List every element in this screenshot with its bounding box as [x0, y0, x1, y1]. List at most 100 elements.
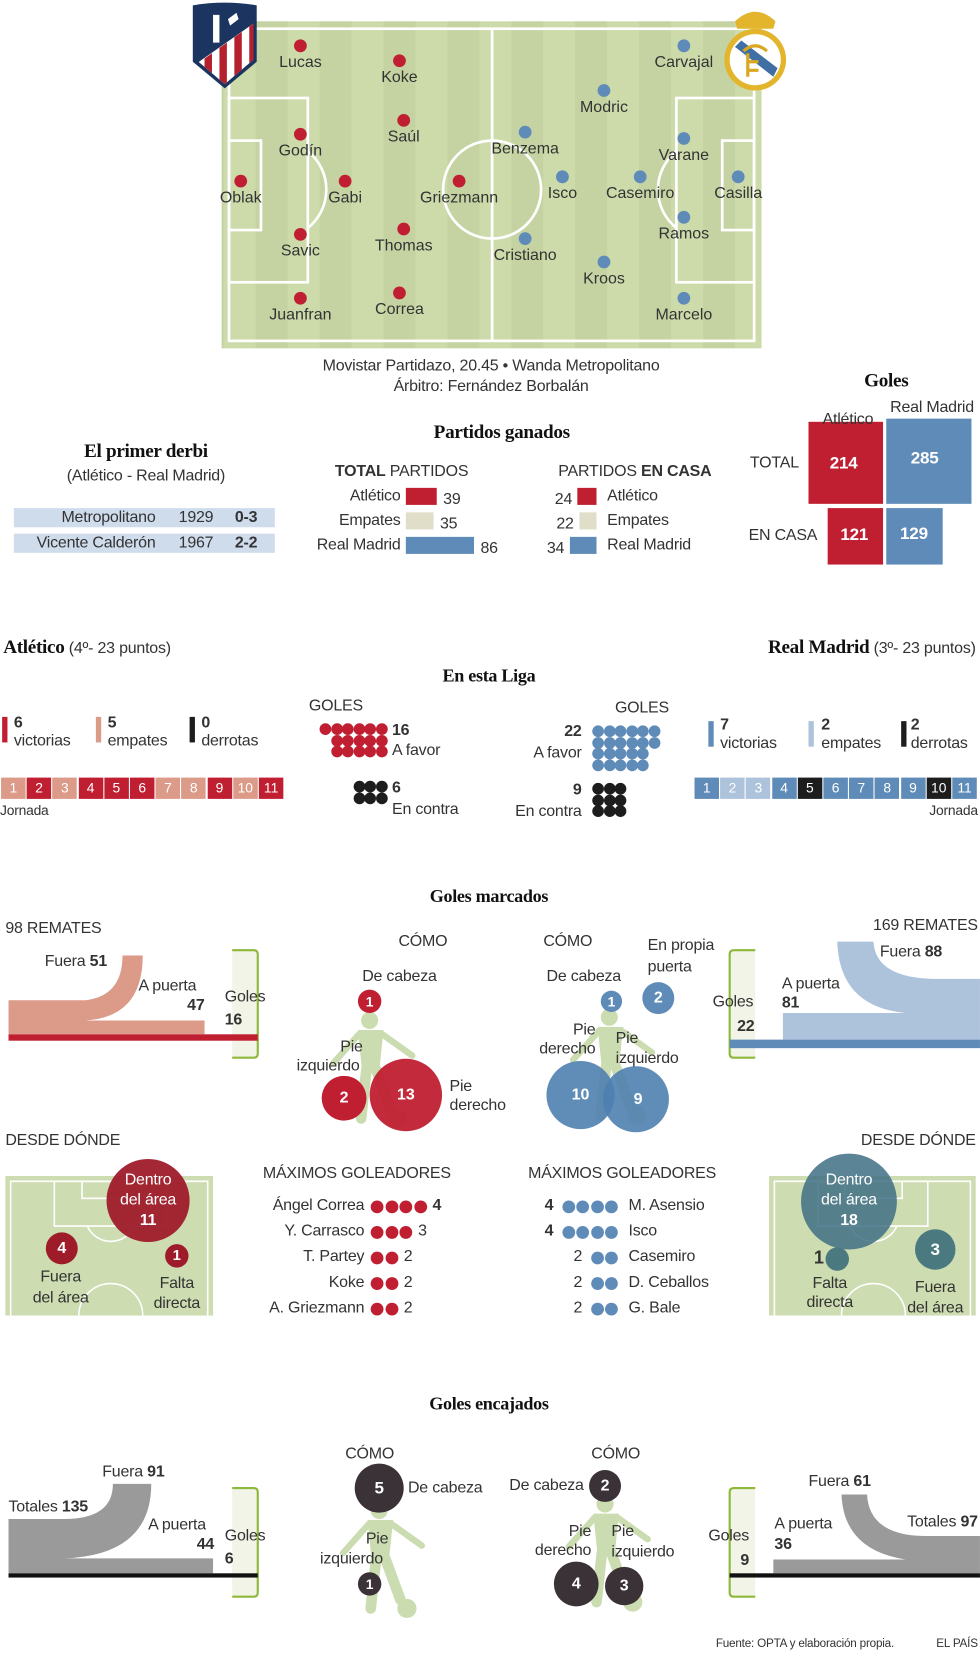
real-madrid-crest-logo — [724, 11, 787, 91]
der-value: 4 — [572, 1575, 581, 1592]
wins-marker — [708, 721, 714, 747]
total-row-label: TOTAL — [749, 453, 799, 472]
goal-dot — [330, 723, 343, 735]
goal-dot — [614, 794, 627, 806]
jornada-box: 1 — [1, 777, 26, 799]
goal-dot — [399, 1200, 413, 1214]
value: 135 — [61, 1497, 88, 1516]
atletico-encajados-flow — [8, 1483, 259, 1598]
goal-dot — [614, 736, 627, 749]
goal-dot — [648, 725, 660, 738]
goal-dot — [375, 780, 388, 793]
losses-value: 0 — [201, 713, 211, 732]
jornada-box: 6 — [129, 777, 155, 799]
totales-label: Totales 135 — [9, 1497, 89, 1517]
goal-dot — [353, 734, 365, 747]
goal-dot — [353, 723, 365, 735]
scorer-goals: 2 — [403, 1247, 413, 1266]
goal-dot — [576, 1226, 590, 1239]
goleadores-label: MÁXIMOS GOLEADORES — [262, 1164, 451, 1183]
der-value: 13 — [397, 1087, 415, 1104]
losses-marker — [901, 721, 907, 747]
row-label: Real Madrid — [316, 535, 401, 554]
player-marker — [293, 291, 307, 305]
izq-label: Pie — [615, 1028, 639, 1048]
player-marker — [452, 174, 466, 188]
goal-dot — [614, 747, 627, 760]
source-note: Fuente: OPTA y elaboración propia. — [715, 1637, 894, 1650]
rm-encajados-flow — [728, 1487, 980, 1598]
player-marker — [518, 125, 532, 139]
player-name: Gabi — [328, 188, 363, 207]
goles-label: GOLES — [614, 698, 669, 717]
casa-label: Atlético — [607, 486, 658, 505]
value: 91 — [147, 1462, 165, 1481]
total-bar — [405, 536, 475, 554]
goal-dot — [364, 723, 377, 735]
izq-label: Pie — [365, 1529, 389, 1548]
der-label: derecho — [539, 1039, 596, 1058]
rm-desde-pitch: 3 — [769, 1153, 976, 1316]
jornada-box: 6 — [823, 777, 848, 799]
scorer-name: Koke — [328, 1272, 365, 1292]
derbi-row — [13, 508, 275, 528]
player-marker — [677, 39, 691, 53]
wins-label: victorias — [13, 731, 71, 750]
header-rest: PARTIDOS — [385, 462, 469, 481]
casa-row-label: EN CASA — [748, 526, 818, 545]
jornada-box: 9 — [207, 777, 232, 799]
draws-label: empates — [821, 733, 882, 753]
der-label: derecho — [449, 1096, 506, 1115]
jornada-box: 7 — [155, 777, 181, 799]
goal-dot — [590, 1251, 604, 1265]
goal-dot — [353, 745, 365, 758]
falta-value: 1 — [173, 1248, 181, 1264]
goal-dot — [385, 1302, 398, 1316]
casa-bar — [579, 512, 597, 530]
rm-total-value: 285 — [910, 449, 939, 468]
goal-dot — [603, 736, 616, 749]
dentro-label: del área — [120, 1190, 177, 1210]
primer-derbi-title: El primer derbi — [84, 439, 208, 462]
draws-value: 5 — [107, 713, 117, 732]
dentro-value: 11 — [139, 1211, 157, 1230]
goal-dot — [370, 1226, 384, 1239]
player-marker — [293, 127, 307, 141]
team-standing: (4º- 23 puntos) — [68, 639, 171, 658]
goal-dot — [592, 725, 604, 738]
jornada-box: 10 — [233, 777, 258, 799]
derbi-stadium: Vicente Calderón — [36, 533, 156, 552]
propia-value: 2 — [654, 990, 663, 1007]
goal-dot — [636, 747, 649, 760]
goal-dot — [605, 1200, 618, 1214]
remates-total: 169 REMATES — [873, 916, 978, 935]
goles-label: GOLES — [308, 696, 363, 715]
row-label: Atlético — [349, 486, 401, 505]
cabeza-value: 1 — [608, 993, 616, 1009]
losses-marker — [189, 716, 195, 743]
rm-remates-flow — [728, 941, 980, 1059]
atletico-casa-value: 121 — [840, 526, 869, 545]
jornada-box: 3 — [52, 777, 78, 799]
goal-dot — [603, 805, 616, 818]
goal-dot — [605, 1277, 618, 1290]
cabeza-value: 5 — [374, 1479, 383, 1498]
falta-label: Falta — [812, 1273, 848, 1293]
draws-value: 2 — [821, 715, 830, 734]
scorer-goals: 4 — [544, 1221, 554, 1240]
fuera-area-label: Fuera — [40, 1267, 82, 1286]
apuerta-value: 81 — [781, 993, 800, 1012]
goles-atletico-casa-block — [827, 508, 884, 565]
player-name: Koke — [381, 68, 418, 87]
contra-value: 6 — [391, 778, 401, 797]
total-partidos-header: TOTAL PARTIDOS — [335, 462, 469, 481]
total-value: 35 — [439, 514, 458, 533]
izq-label: Pie — [340, 1037, 363, 1056]
player-name: Modric — [579, 97, 628, 117]
player-name: Godín — [278, 141, 323, 160]
fuera-label: Fuera 51 — [45, 952, 107, 971]
player-marker — [556, 170, 569, 184]
player-marker — [397, 222, 411, 236]
row-label: Empates — [338, 511, 401, 530]
